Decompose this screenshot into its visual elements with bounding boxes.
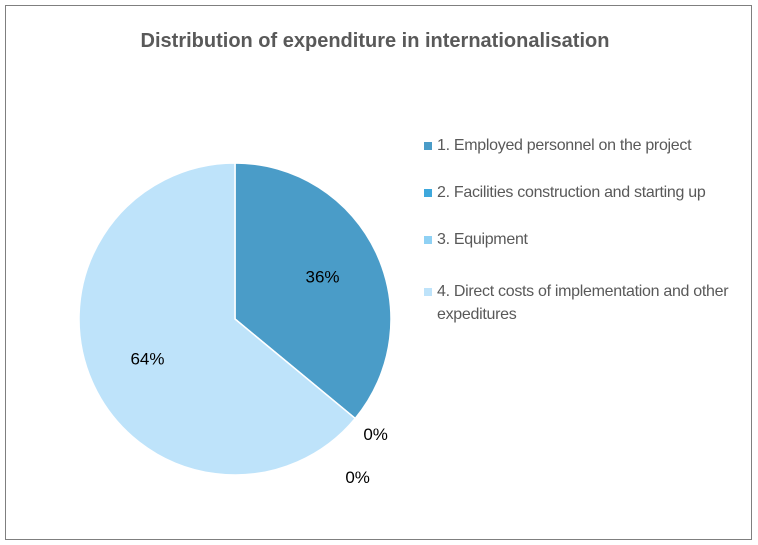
legend-label: 4. Direct costs of implementation and ot…: [437, 283, 729, 323]
legend-swatch: [424, 142, 432, 150]
data-label: 36%: [305, 267, 339, 286]
legend-swatch: [424, 236, 432, 244]
chart-title: Distribution of expenditure in internati…: [140, 30, 610, 52]
legend-label: 2. Facilities construction and starting …: [437, 184, 706, 201]
legend-swatch: [424, 288, 432, 296]
legend-item: 1. Employed personnel on the project: [424, 134, 734, 157]
legend-item: 2. Facilities construction and starting …: [424, 181, 734, 204]
legend-label: 3. Equipment: [437, 231, 528, 248]
legend-label: 1. Employed personnel on the project: [437, 137, 692, 154]
data-label: 0%: [345, 468, 370, 487]
pie-slice: [78, 162, 357, 476]
legend-item: 4. Direct costs of implementation and ot…: [424, 280, 734, 326]
legend: 1. Employed personnel on the project 2. F…: [424, 134, 734, 326]
data-label: 0%: [363, 425, 388, 444]
legend-item: 3. Equipment: [424, 228, 734, 251]
legend-swatch: [424, 189, 432, 197]
pie-slice: [234, 162, 392, 420]
data-label: 64%: [130, 350, 164, 369]
